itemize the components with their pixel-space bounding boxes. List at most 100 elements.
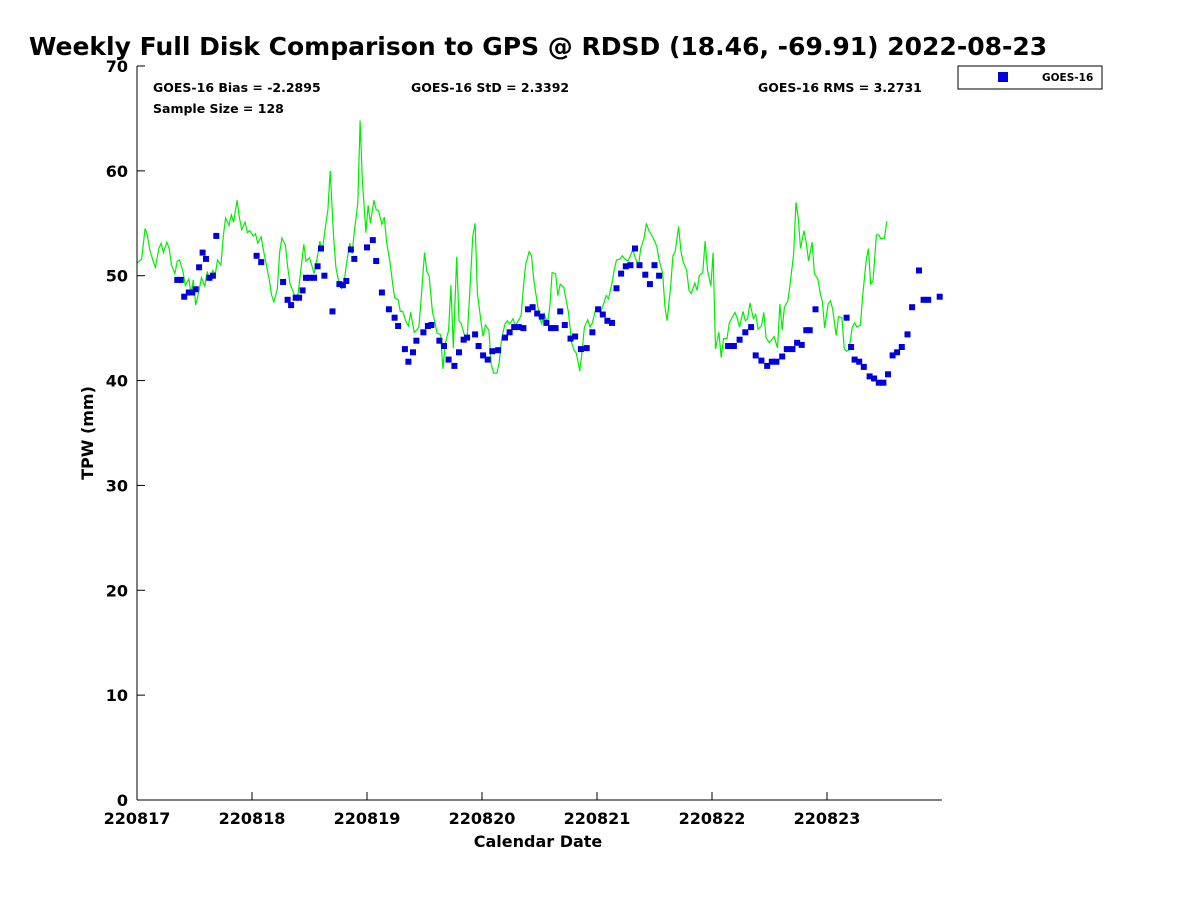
goes-data-point [489,348,496,355]
y-tick-label: 50 [106,267,128,286]
goes-data-point [369,237,376,244]
sample-size-stat: Sample Size = 128 [153,101,284,116]
goes-data-point [730,343,737,349]
goes-data-point [460,336,467,343]
goes-data-point [577,346,584,353]
x-tick-label: 220821 [564,809,631,828]
goes-data-point [752,352,759,359]
goes-data-point [898,344,905,350]
goes-data-point [253,252,260,259]
goes-data-point [843,314,850,321]
goes-data-point [321,272,328,279]
goes-data-point [199,249,206,256]
goes-data-point [613,285,620,292]
x-tick-label: 220819 [334,809,401,828]
goes-data-point [794,339,801,346]
goes-data-point [646,281,653,288]
goes-data-point [773,358,780,365]
goes-data-point [871,375,878,382]
goes-data-point [567,335,574,342]
goes-data-point [203,255,209,262]
y-tick-label: 30 [106,476,128,495]
goes-data-point [916,267,922,274]
goes-data-point [848,344,855,350]
goes-data-point [428,322,435,328]
goes-data-point [343,278,350,284]
goes-data-point [589,329,596,336]
goes-data-point [525,306,531,313]
y-tick-label: 10 [106,686,128,705]
goes-data-point [920,296,927,303]
goes-data-point [303,274,309,281]
legend-marker [998,72,1008,82]
goes-data-point [351,255,358,262]
goes-data-point [209,272,216,279]
goes-data-point [534,310,541,317]
goes-data-point [520,325,527,332]
goes-data-point [424,323,431,329]
goes-data-point [464,334,471,341]
goes-data-point [812,306,819,313]
y-axis-label: TPW (mm) [78,386,97,480]
goes-data-point [410,349,416,356]
goes-data-point [595,306,602,313]
goes-data-point [213,232,220,239]
goes-data-point [495,347,502,354]
goes-data-point [599,311,606,318]
goes-data-point [632,245,638,252]
goes-data-point [364,244,370,251]
x-tick-label: 220820 [449,809,516,828]
goes-data-point [925,296,932,303]
goes-data-point [783,346,790,353]
goes-data-point [529,304,536,311]
goes-data-point [472,331,479,338]
goes-data-point [174,276,181,283]
goes-data-point [736,336,743,343]
goes-data-point [572,333,579,340]
rms-stat: GOES-16 RMS = 3.2731 [758,80,922,95]
x-tick-label: 220822 [679,809,746,828]
goes-data-point [851,356,858,363]
x-tick-label: 220817 [104,809,171,828]
goes-data-point [511,324,518,331]
goes-data-point [502,334,508,341]
goes-data-point [329,308,336,315]
plot-area: 0 10 20 30 40 50 60 70 220817 220818 220819 220820… [104,57,943,828]
goes-data-point [538,313,545,320]
goes-data-point [622,263,629,270]
y-tick-label: 20 [106,581,128,600]
goes-data-point [561,322,568,328]
goes-data-point [880,379,887,386]
goes-data-point [347,246,354,253]
goes-data-point [609,319,615,326]
legend-box [957,65,1103,90]
goes-data-point [445,356,452,363]
goes-data-point [583,345,590,352]
goes-data-point [636,262,643,269]
goes-data-point [725,343,732,349]
goes-data-point [206,274,213,281]
goes-data-point [484,356,491,363]
goes-data-point [651,262,658,269]
goes-data-point [866,373,873,380]
y-axis-ticks: 0 10 20 30 40 50 60 70 [106,57,145,810]
goes-data-point [405,358,412,365]
goes-data-point [373,258,380,264]
goes-data-point [311,274,318,281]
goes-data-point [314,263,321,270]
goes-data-point [385,306,392,313]
goes-data-point [456,349,462,356]
gps-series [136,120,888,374]
goes-data-point [284,296,291,303]
goes-data-point [779,353,786,360]
std-stat: GOES-16 StD = 2.3392 [411,80,569,95]
goes-data-point [875,379,882,386]
goes-data-point [177,276,184,283]
goes-data-point [548,325,554,332]
goes-data-point [292,294,299,301]
goes-data-point [642,271,649,278]
goes-data-point [420,329,427,336]
goes-data-point [378,289,385,296]
goes-data-point [480,352,487,359]
goes-data-point [557,308,564,315]
